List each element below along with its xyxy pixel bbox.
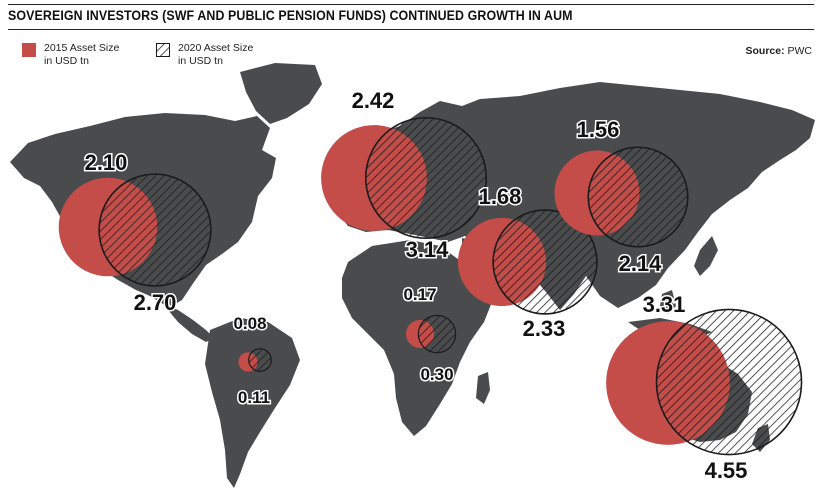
label-2015-africa: 0.17 — [403, 285, 436, 304]
land-central-america — [163, 304, 214, 342]
bubble-2020-middle-east — [492, 209, 598, 315]
bubble-2020-asia — [587, 146, 689, 248]
legend-item-2015: 2015 Asset Size in USD tn — [22, 42, 134, 68]
land-greenland — [240, 63, 322, 124]
title-rule — [8, 29, 814, 30]
label-2020-africa: 0.30 — [420, 365, 453, 384]
legend-2020-unit: in USD tn — [178, 55, 223, 67]
label-2015-asia: 1.56 — [577, 117, 620, 142]
bubble-2020-asia-pacific — [655, 308, 803, 456]
legend-2015-label: 2015 Asset Size — [44, 42, 120, 54]
bubble-2020-europe — [364, 116, 488, 240]
label-2020-latin-america: 0.11 — [238, 388, 270, 407]
label-2015-europe: 2.42 — [352, 88, 395, 113]
top-rule — [8, 4, 814, 5]
legend-swatch-solid — [22, 43, 36, 57]
source-label: Source: — [745, 45, 785, 57]
bubble-2020-north-america — [98, 173, 212, 287]
source-value: PWC — [787, 45, 813, 57]
label-2015-asia-pacific: 3.31 — [643, 292, 686, 317]
bubble-2020-africa — [417, 314, 457, 354]
bubble-layer — [58, 116, 803, 456]
label-2015-north-america: 2.10 — [85, 150, 128, 175]
label-2020-middle-east: 2.33 — [523, 316, 566, 341]
label-layer: 2.10 2.70 2.42 3.14 1.68 2.33 1.56 2.14 0.08 0.11… — [83, 87, 749, 485]
bubble-2020-latin-america — [248, 348, 272, 372]
label-2020-asia-pacific: 4.55 — [705, 458, 748, 483]
label-2020-north-america: 2.70 — [134, 290, 177, 315]
chart-title: SOVEREIGN INVESTORS (SWF AND PUBLIC PENS… — [8, 8, 573, 23]
label-2020-asia: 2.14 — [619, 251, 663, 276]
legend-item-2020: 2020 Asset Size in USD tn — [156, 42, 268, 68]
land-philippines — [660, 290, 676, 314]
legend-2020-label: 2020 Asset Size — [178, 42, 254, 54]
land-madagascar — [476, 372, 490, 404]
legend-swatch-hatched — [156, 43, 170, 57]
label-2020-europe: 3.14 — [406, 237, 450, 262]
legend-2015-unit: in USD tn — [44, 55, 89, 67]
label-2015-middle-east: 1.68 — [479, 184, 522, 209]
label-2015-latin-america: 0.08 — [233, 314, 266, 333]
land-south-america — [205, 318, 300, 488]
source-note: Source: PWC — [745, 45, 812, 57]
land-japan — [694, 236, 718, 276]
